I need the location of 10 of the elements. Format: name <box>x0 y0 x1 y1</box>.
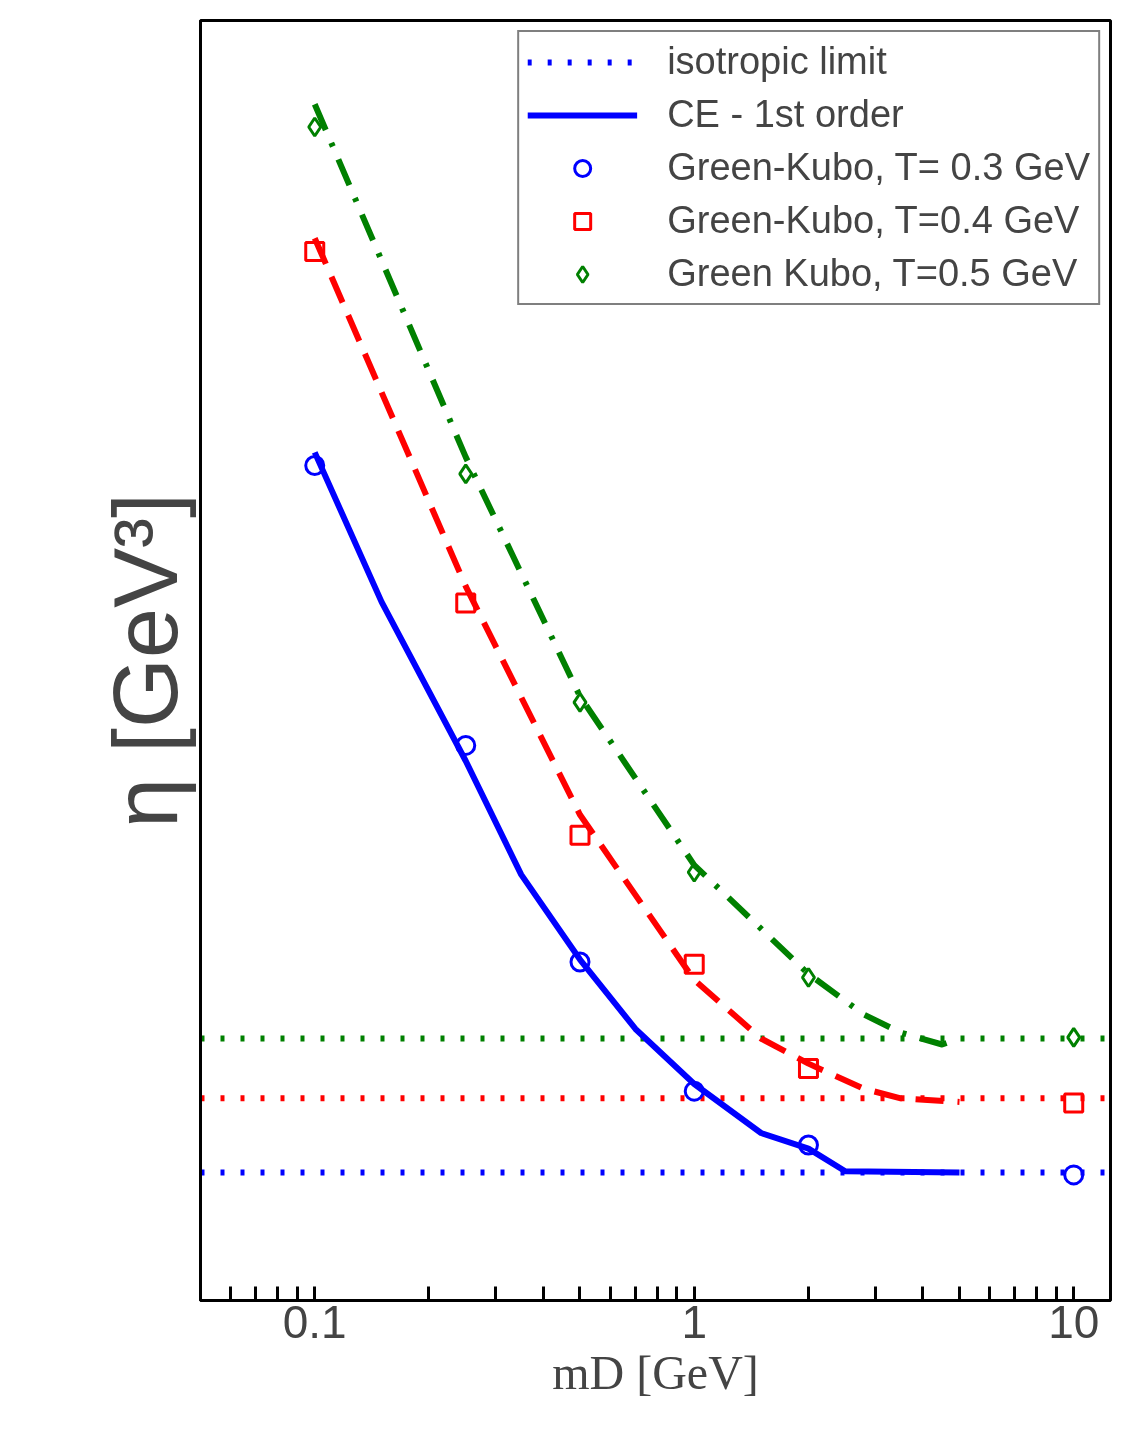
legend-label: isotropic limit <box>667 40 887 83</box>
x-axis-title: mD [GeV] <box>552 1345 759 1399</box>
x-tick-label: 1 <box>681 1295 708 1348</box>
legend-label: CE - 1st order <box>667 93 904 136</box>
y-axis-title: η [GeV³] <box>95 492 196 829</box>
x-tick-label: 10 <box>1048 1295 1100 1348</box>
x-tick-label: 0.1 <box>282 1295 347 1348</box>
legend-label: Green Kubo, T=0.5 GeV <box>667 252 1078 295</box>
legend-label: Green-Kubo, T=0.4 GeV <box>667 199 1080 242</box>
legend-label: Green-Kubo, T= 0.3 GeV <box>667 146 1090 189</box>
